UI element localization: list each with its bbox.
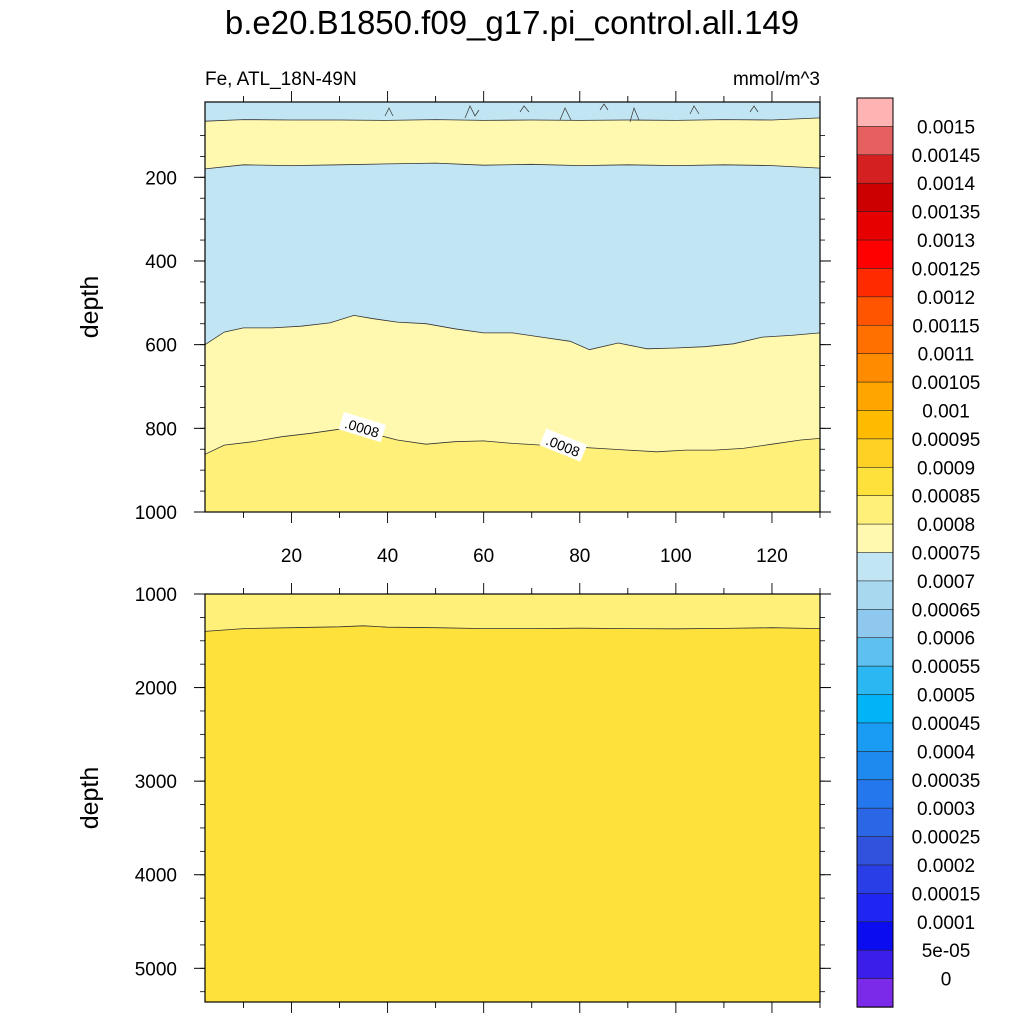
colorbar-label-26: 0.0002 xyxy=(917,856,975,877)
colorbar-swatch-7 xyxy=(856,296,894,326)
colorbar-label-7: 0.00115 xyxy=(912,316,979,337)
upper-ytick-label-0: 200 xyxy=(145,168,177,189)
colorbar-swatch-31 xyxy=(856,978,894,1008)
colorbar-swatch-6 xyxy=(856,268,894,298)
lower-ylabel: depth xyxy=(76,767,104,830)
colorbar-label-1: 0.00145 xyxy=(912,146,981,167)
upper-ytick-label-1: 400 xyxy=(145,252,177,273)
colorbar-swatch-19 xyxy=(856,637,894,667)
colorbar-label-17: 0.00065 xyxy=(912,600,981,621)
upper-xtick-label-3: 80 xyxy=(569,546,590,567)
upper-contour-0 xyxy=(204,117,821,122)
upper-ytick-label-4: 1000 xyxy=(135,503,177,524)
colorbar-label-5: 0.00125 xyxy=(912,259,981,280)
upper-ytick-label-2: 600 xyxy=(145,336,177,357)
colorbar-swatch-12 xyxy=(856,438,894,468)
upper-xtick-label-0: 20 xyxy=(281,546,302,567)
colorbar-label-2: 0.0014 xyxy=(917,174,976,195)
colorbar-label-8: 0.0011 xyxy=(918,345,975,366)
chart-title: b.e20.B1850.f09_g17.pi_control.all.149 xyxy=(224,4,800,41)
colorbar-label-19: 0.00055 xyxy=(912,657,981,678)
contour-label-box xyxy=(539,428,588,462)
colorbar-label-24: 0.0003 xyxy=(917,799,975,820)
colorbar-label-10: 0.001 xyxy=(922,401,970,422)
lower-ytick-label-3: 4000 xyxy=(135,866,177,887)
colorbar-label-13: 0.00085 xyxy=(912,487,981,508)
colorbar-swatch-18 xyxy=(856,609,894,639)
upper-xtick-label-2: 60 xyxy=(473,546,494,567)
colorbar-label-3: 0.00135 xyxy=(912,203,981,224)
colorbar-label-27: 0.00015 xyxy=(912,884,981,905)
colorbar-label-4: 0.0013 xyxy=(917,231,975,252)
colorbar-swatch-16 xyxy=(856,552,894,582)
colorbar-swatch-2 xyxy=(856,154,894,184)
colorbar-swatch-0 xyxy=(856,97,894,128)
colorbar-label-22: 0.0004 xyxy=(917,742,976,763)
colorbar-swatch-15 xyxy=(856,523,894,554)
lower-band-base xyxy=(205,594,820,1002)
contour-label-box xyxy=(338,412,386,443)
colorbar-swatch-13 xyxy=(856,466,894,497)
colorbar-swatch-3 xyxy=(856,182,894,213)
colorbar-swatch-20 xyxy=(856,665,894,696)
colorbar-swatch-28 xyxy=(856,893,894,923)
colorbar-label-29: 5e-05 xyxy=(922,941,971,962)
colorbar-swatch-27 xyxy=(856,864,894,895)
upper-contour-3 xyxy=(204,428,821,455)
colorbar-label-9: 0.00105 xyxy=(912,373,981,394)
colorbar-swatch-1 xyxy=(856,126,894,156)
colorbar-label-30: 0 xyxy=(941,970,952,991)
colorbar-swatch-24 xyxy=(856,779,894,809)
colorbar-swatch-26 xyxy=(856,836,894,866)
colorbar-swatch-14 xyxy=(856,495,894,525)
colorbar-swatch-25 xyxy=(856,807,894,838)
upper-ytick-label-3: 800 xyxy=(145,419,177,440)
upper-band-0 xyxy=(205,102,820,122)
colorbar-swatch-9 xyxy=(856,353,894,383)
lower-band-0 xyxy=(205,594,820,632)
subtitle-right: mmol/m^3 xyxy=(733,69,820,90)
colorbar-label-28: 0.0001 xyxy=(917,913,975,934)
colorbar-label-12: 0.0009 xyxy=(917,458,975,479)
upper-xtick-label-1: 40 xyxy=(377,546,398,567)
colorbar-swatch-22 xyxy=(856,722,894,753)
colorbar-swatch-23 xyxy=(856,751,894,781)
colorbar-label-0: 0.0015 xyxy=(917,117,975,138)
lower-ytick-label-2: 3000 xyxy=(135,772,177,793)
colorbar-label-11: 0.00095 xyxy=(912,430,981,451)
colorbar-swatch-11 xyxy=(856,410,894,440)
upper-frame xyxy=(204,101,821,513)
lower-contour-0 xyxy=(204,625,821,632)
lower-frame xyxy=(204,593,821,1003)
subtitle-left: Fe, ATL_18N-49N xyxy=(205,69,357,90)
colorbar-swatch-21 xyxy=(856,694,894,724)
upper-contour-2 xyxy=(204,314,821,351)
colorbar-label-16: 0.0007 xyxy=(917,572,975,593)
colorbar-label-6: 0.0012 xyxy=(917,288,975,309)
colorbar-swatch-17 xyxy=(856,580,894,611)
colorbar-swatch-8 xyxy=(856,324,894,355)
upper-ylabel: depth xyxy=(76,276,104,339)
colorbar-label-20: 0.0005 xyxy=(917,686,975,707)
colorbar-label-21: 0.00045 xyxy=(912,714,981,735)
upper-xtick-label-5: 120 xyxy=(756,546,788,567)
lower-ytick-label-0: 1000 xyxy=(135,585,177,606)
colorbar-label-25: 0.00025 xyxy=(912,828,981,849)
colorbar-label-18: 0.0006 xyxy=(917,629,975,650)
colorbar-swatch-4 xyxy=(856,211,894,241)
colorbar-label-15: 0.00075 xyxy=(912,544,981,565)
upper-xtick-label-4: 100 xyxy=(660,546,692,567)
colorbar-label-14: 0.0008 xyxy=(917,515,975,536)
colorbar-swatch-30 xyxy=(856,949,894,980)
lower-ytick-label-4: 5000 xyxy=(135,959,177,980)
lower-ytick-label-1: 2000 xyxy=(135,679,177,700)
colorbar-label-23: 0.00035 xyxy=(912,771,981,792)
colorbar-swatch-5 xyxy=(856,239,894,270)
upper-contour-1 xyxy=(204,162,821,170)
upper-surface-contours xyxy=(384,103,759,123)
colorbar-frame xyxy=(856,97,894,1008)
colorbar-swatch-29 xyxy=(856,921,894,951)
colorbar-swatch-10 xyxy=(856,381,894,412)
